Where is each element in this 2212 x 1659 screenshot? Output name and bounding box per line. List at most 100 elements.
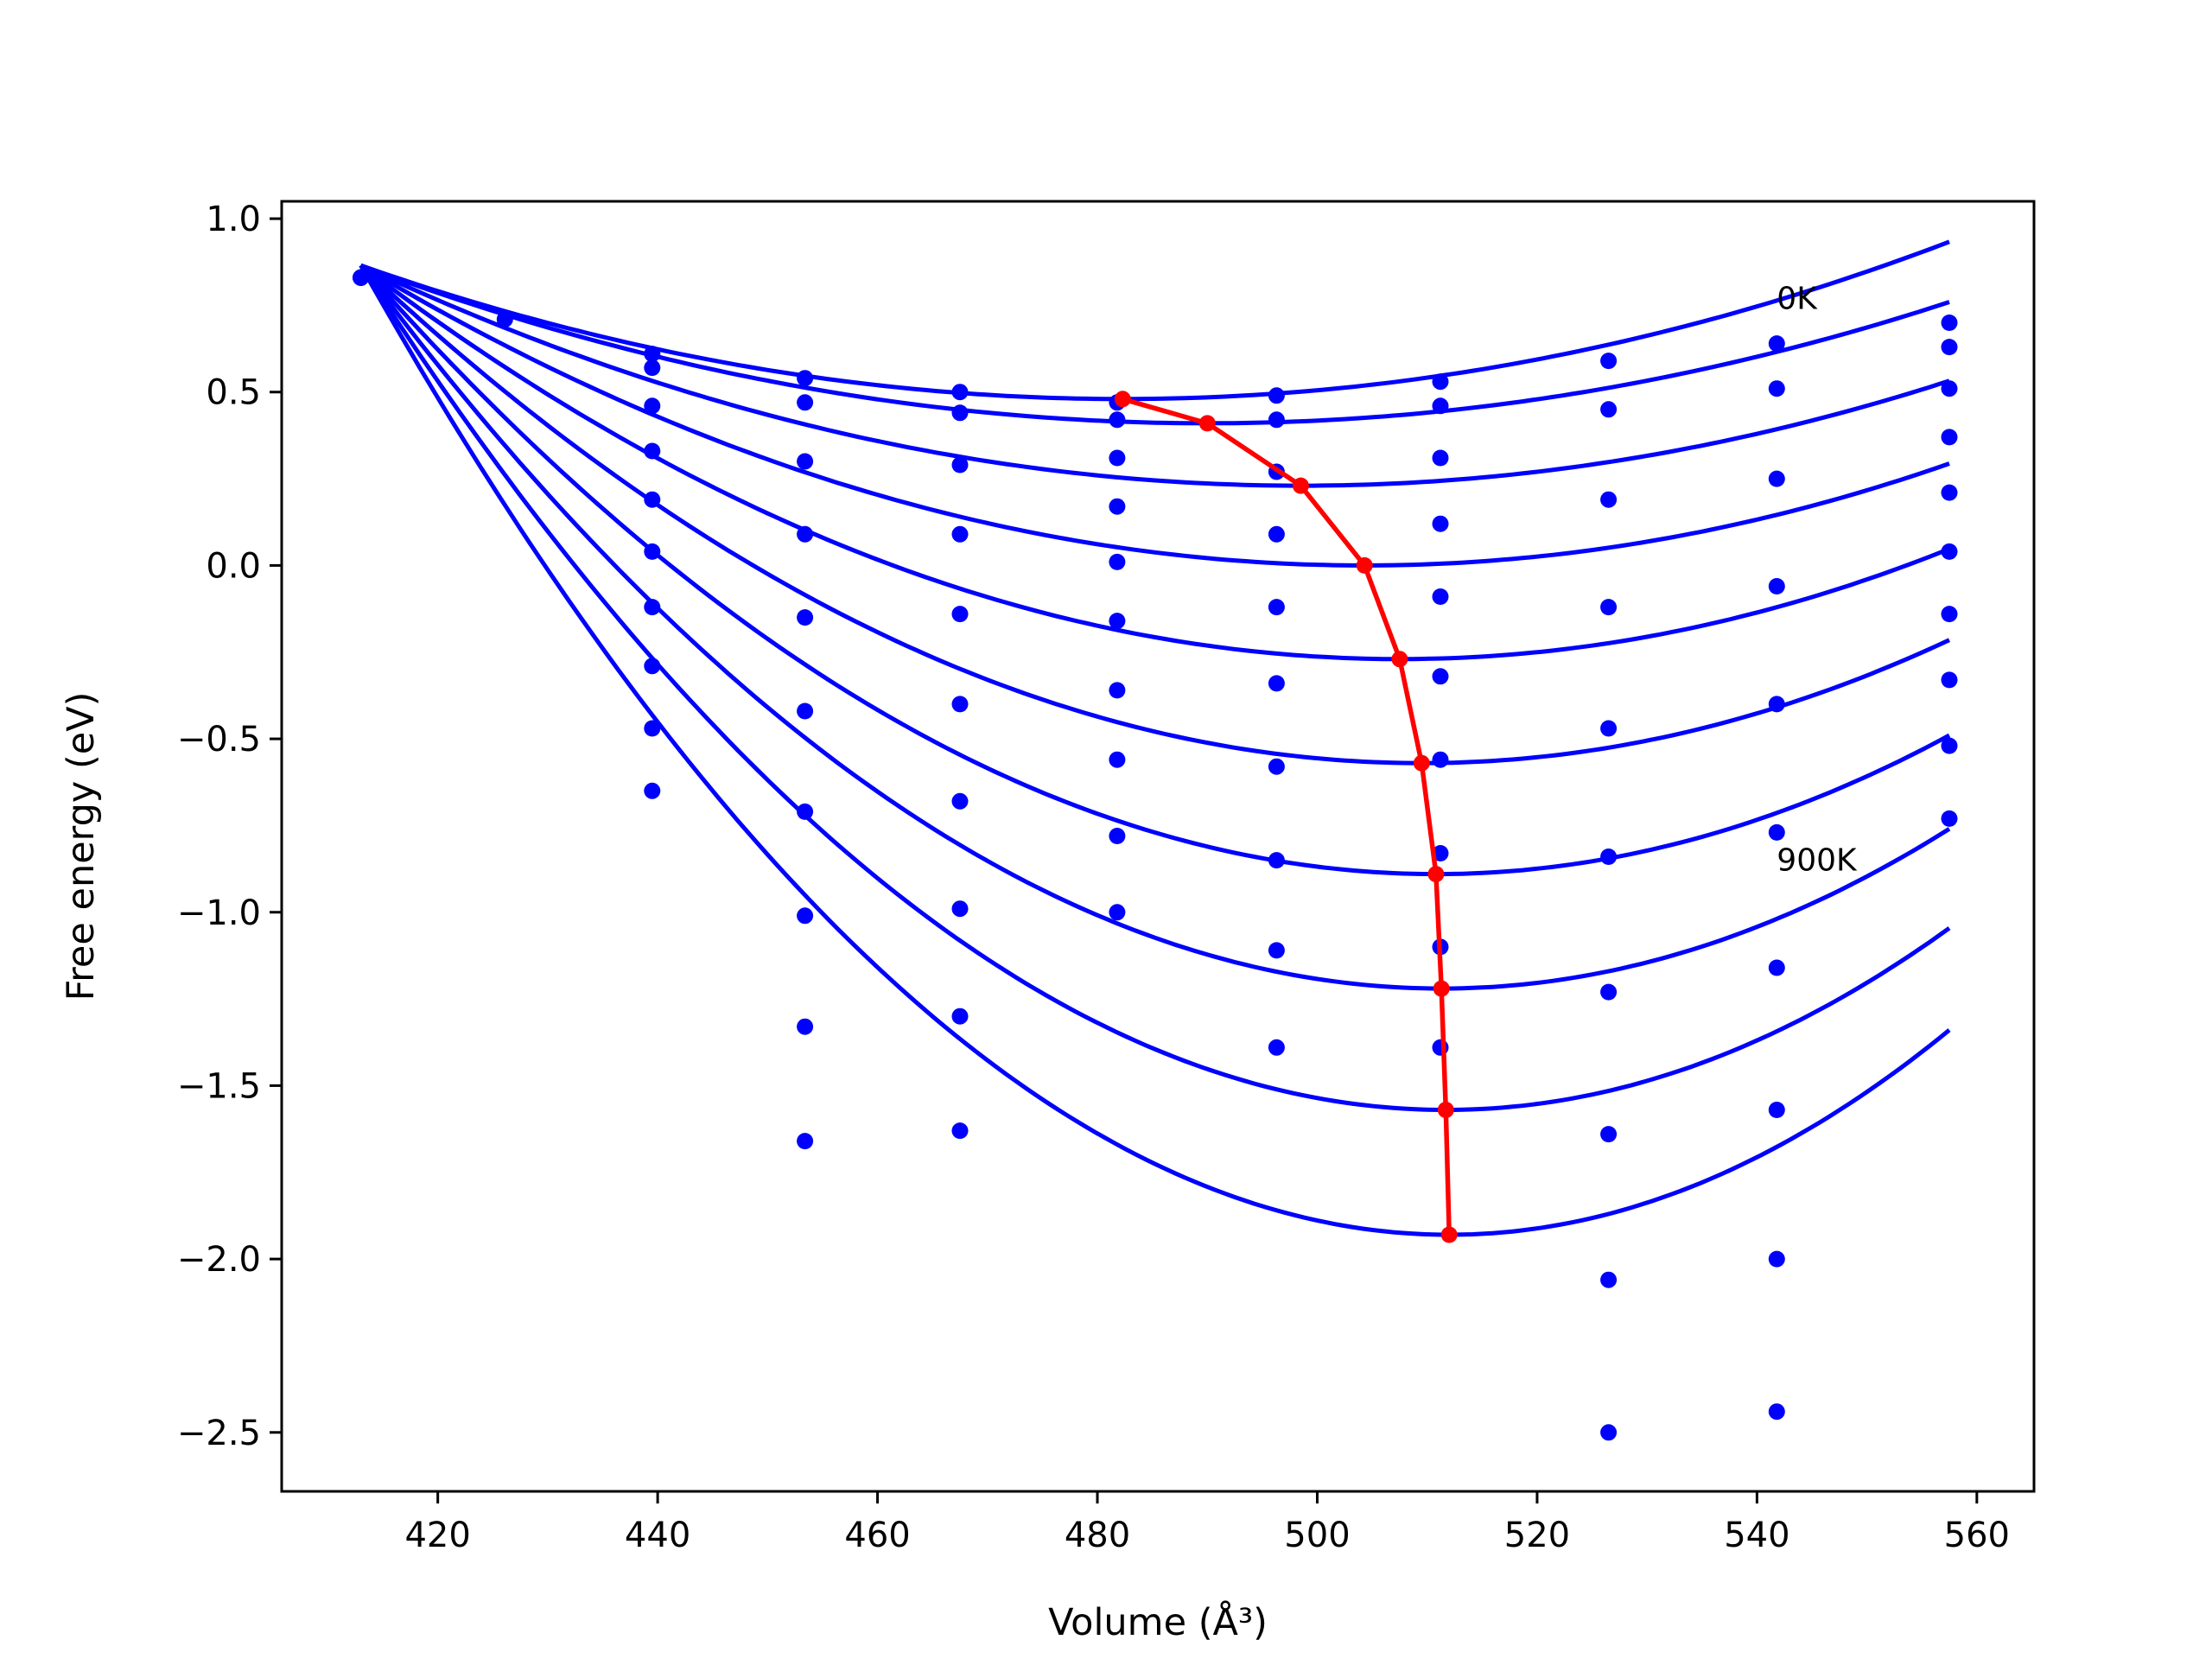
data-point-8-1 (644, 720, 661, 737)
data-point-4-9 (1941, 484, 1958, 501)
fit-curve-2 (359, 263, 1950, 488)
data-point-9-0 (353, 269, 370, 286)
data-point-3-8 (1768, 578, 1785, 594)
x-tick-label-4: 500 (1284, 1516, 1350, 1555)
fit-curve-3 (359, 264, 1950, 568)
data-point-2-8 (1768, 470, 1785, 487)
data-point-3-5 (1268, 525, 1285, 543)
data-point-0-9 (1768, 335, 1785, 353)
data-point-5-8 (1768, 823, 1785, 841)
minimum-path-line (1122, 397, 1452, 1236)
y-tick-label-5: −1.5 (177, 1066, 261, 1106)
data-point-8-5 (1268, 942, 1285, 959)
data-point-8-8 (1768, 1250, 1785, 1268)
data-point-0-3 (797, 370, 814, 387)
minimum-point-7 (1433, 980, 1450, 997)
y-axis-label: Free energy (eV) (60, 692, 103, 1001)
data-point-8-7 (1600, 1271, 1618, 1288)
data-point-1-5 (1268, 411, 1285, 429)
fit-curve-8 (359, 264, 1951, 1112)
x-tick-label-3: 480 (1065, 1516, 1130, 1555)
annotation-900k: 900K (1777, 843, 1858, 879)
data-point-8-3 (951, 1007, 969, 1025)
data-point-2-4 (1109, 449, 1126, 467)
data-point-7-1 (644, 658, 661, 675)
data-point-0-10 (1941, 315, 1958, 331)
data-point-3-9 (1941, 429, 1958, 446)
data-point-0-1 (496, 311, 513, 327)
data-point-4-8 (1768, 696, 1785, 713)
data-point-3-1 (644, 442, 661, 460)
fit-curve-4 (359, 264, 1950, 662)
minimum-point-2 (1292, 477, 1309, 494)
data-point-2-9 (1941, 380, 1958, 397)
data-point-7-3 (951, 900, 969, 918)
x-tick-label-0: 420 (404, 1516, 470, 1555)
y-tick-label-0: 1.0 (206, 200, 261, 239)
data-point-5-6 (1432, 668, 1449, 685)
data-point-3-7 (1600, 599, 1618, 616)
data-point-4-2 (797, 609, 814, 626)
data-point-9-1 (644, 782, 661, 799)
y-tick-label-2: 0.0 (206, 546, 261, 586)
minimum-point-1 (1198, 415, 1216, 432)
data-point-1-4 (1109, 411, 1126, 429)
minimum-point-4 (1391, 651, 1408, 668)
y-tick-label-3: −0.5 (177, 720, 261, 760)
x-tick-label-5: 520 (1504, 1516, 1570, 1555)
fit-curve-7 (359, 264, 1951, 991)
data-point-6-1 (644, 599, 661, 616)
data-point-5-3 (951, 696, 969, 713)
data-point-0-7 (1432, 373, 1449, 391)
data-point-1-8 (1768, 380, 1785, 397)
data-point-6-8 (1768, 959, 1785, 976)
data-point-4-1 (644, 491, 661, 508)
y-axis: 1.0 0.5 0.0 −0.5 −1.0 −1.5 −2.0 −2.5 (177, 200, 282, 1453)
fit-curve-1 (359, 263, 1950, 426)
data-point-2-3 (951, 456, 969, 474)
data-point-9-2 (797, 1133, 814, 1150)
data-point-0-6 (1268, 387, 1285, 404)
y-tick-label-4: −1.0 (177, 893, 261, 933)
data-point-3-6 (1432, 515, 1449, 532)
data-point-8-4 (1109, 828, 1126, 844)
data-point-2-2 (797, 453, 814, 470)
x-axis-label: Volume (Å³) (1048, 1600, 1268, 1644)
data-point-3-2 (797, 525, 814, 543)
data-point-6-5 (1268, 758, 1285, 775)
data-point-6-4 (1109, 682, 1126, 699)
minimum-point-6 (1427, 866, 1445, 883)
annotation-0k: 0K (1777, 281, 1818, 316)
fit-curve-5 (359, 264, 1951, 766)
y-tick-label-7: −2.5 (177, 1414, 261, 1453)
minimum-point-9 (1440, 1226, 1458, 1243)
data-point-2-6 (1432, 449, 1449, 467)
fit-curve-0 (359, 239, 1950, 402)
fit-curve-6 (359, 264, 1951, 877)
data-point-3-3 (951, 525, 969, 543)
data-point-9-5 (1268, 1039, 1285, 1056)
data-point-8-9 (1941, 737, 1958, 754)
data-point-6-3 (951, 792, 969, 810)
data-points (353, 269, 1958, 1441)
y-tick-label-6: −2.0 (177, 1240, 261, 1280)
data-point-5-7 (1600, 849, 1618, 865)
data-point-1-6 (1432, 397, 1449, 415)
data-point-7-6 (1432, 845, 1449, 861)
minimum-path (1114, 391, 1458, 1243)
data-point-2-1 (644, 397, 661, 415)
data-point-6-9 (1941, 606, 1958, 623)
minimum-point-8 (1437, 1102, 1454, 1118)
data-point-7-7 (1600, 1126, 1618, 1143)
data-point-6-6 (1432, 751, 1449, 768)
minimum-point-0 (1114, 391, 1131, 408)
data-point-5-9 (1941, 543, 1958, 560)
x-tick-label-6: 540 (1724, 1516, 1789, 1555)
data-point-1-1 (644, 359, 661, 377)
plot-frame (280, 200, 2036, 1493)
data-point-9-8 (1768, 1403, 1785, 1421)
fit-curves (359, 239, 1951, 1237)
data-point-0-8 (1600, 353, 1618, 370)
